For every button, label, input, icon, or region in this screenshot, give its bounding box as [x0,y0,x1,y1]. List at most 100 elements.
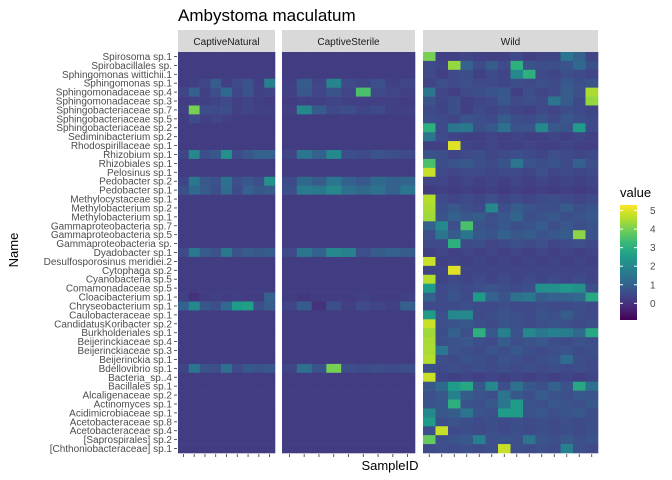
heatmap-cell [498,435,511,445]
heatmap-cell [264,69,276,80]
heatmap-cell [355,265,371,276]
heatmap-cell [548,114,561,124]
heatmap-cell [210,52,222,62]
heatmap-cell [188,194,200,204]
legend-tick-label: 0 [650,299,656,310]
heatmap-cell [423,248,436,258]
heatmap-cell [473,123,486,133]
heatmap-cell [523,310,536,320]
heatmap-cell [473,248,486,258]
heatmap-cell [560,417,574,427]
facet-label-captivenatural: CaptiveNatural [193,37,259,48]
heatmap-cell [231,310,243,320]
heatmap-cell [560,328,574,338]
heatmap-cell [242,435,254,445]
heatmap-cell [585,105,599,115]
heatmap-cell [311,87,327,97]
heatmap-cell [370,69,386,80]
heatmap-cell [311,167,327,178]
heatmap-cell [523,363,536,374]
heatmap-cell [188,301,200,311]
heatmap-cell [448,346,461,356]
heatmap-cell [221,150,233,160]
heatmap-cell [460,274,474,284]
heatmap-cell [355,274,371,284]
y-tick-label: Pedobacter sp.1 [99,186,172,197]
heatmap-cell [385,230,401,240]
heatmap-cell [242,310,254,320]
heatmap-cell [341,141,357,151]
heatmap-cell [355,60,371,71]
heatmap-cell [435,292,449,302]
heatmap-cell [341,212,357,222]
heatmap-cell [264,105,276,115]
heatmap-cell [385,301,401,311]
heatmap-cell [523,435,536,445]
heatmap-cell [264,256,276,267]
heatmap-cell [498,230,511,240]
heatmap-cell [535,167,549,178]
heatmap-cell [485,96,499,106]
heatmap-cell [448,150,461,160]
heatmap-cell [523,158,536,169]
y-tick-label: Sphingobacteriaceae sp.2 [56,123,172,134]
heatmap-cell [435,256,449,267]
heatmap-cell [221,230,233,240]
heatmap-cell [311,185,327,195]
heatmap-cell [253,248,265,258]
heatmap-cell [585,435,599,445]
heatmap-cell [231,399,243,409]
y-tick-label: Gammaproteobacteria sp.7 [51,221,173,232]
heatmap-cell [199,363,211,374]
heatmap-cell [548,301,561,311]
heatmap-cell [423,381,436,391]
heatmap-cell [400,346,416,356]
heatmap-cell [535,96,549,106]
heatmap-cell [188,123,200,133]
heatmap-cell [423,239,436,249]
heatmap-cell [448,69,461,80]
heatmap-cell [573,363,586,374]
heatmap-cell [385,87,401,97]
heatmap-cell [460,194,474,204]
heatmap-cell [498,283,511,293]
heatmap-cell [460,96,474,106]
heatmap-cell [510,274,524,284]
legend-tick-label: 1 [650,280,656,291]
heatmap-cell [282,399,298,409]
heatmap-cell [448,87,461,97]
heatmap-cell [311,346,327,356]
heatmap-cell [548,435,561,445]
heatmap-cell [498,248,511,258]
heatmap-cell [178,444,190,454]
heatmap-cell [242,150,254,160]
heatmap-cell [370,444,386,454]
heatmap-cell [341,96,357,106]
heatmap-cell [498,123,511,133]
heatmap-cell [231,203,243,213]
heatmap-cell [573,390,586,400]
heatmap-cell [188,354,200,365]
heatmap-cell [523,292,536,302]
heatmap-cell [473,105,486,115]
heatmap-cell [242,426,254,436]
heatmap-cell [326,435,342,445]
heatmap-cell [548,69,561,80]
heatmap-cell [210,203,222,213]
heatmap-cell [448,381,461,391]
heatmap-cell [400,123,416,133]
heatmap-cell [400,141,416,151]
heatmap-cell [210,176,222,186]
heatmap-cell [231,283,243,293]
heatmap-cell [385,60,401,71]
y-tick-label: Rhizobium sp.1 [103,150,172,161]
heatmap-cell [341,426,357,436]
heatmap-cell [178,310,190,320]
heatmap-cell [264,283,276,293]
heatmap-cell [221,176,233,186]
heatmap-cell [510,185,524,195]
heatmap-cell [210,346,222,356]
heatmap-cell [341,221,357,231]
heatmap-cell [370,105,386,115]
facet-strip-captivesterile [282,30,415,52]
